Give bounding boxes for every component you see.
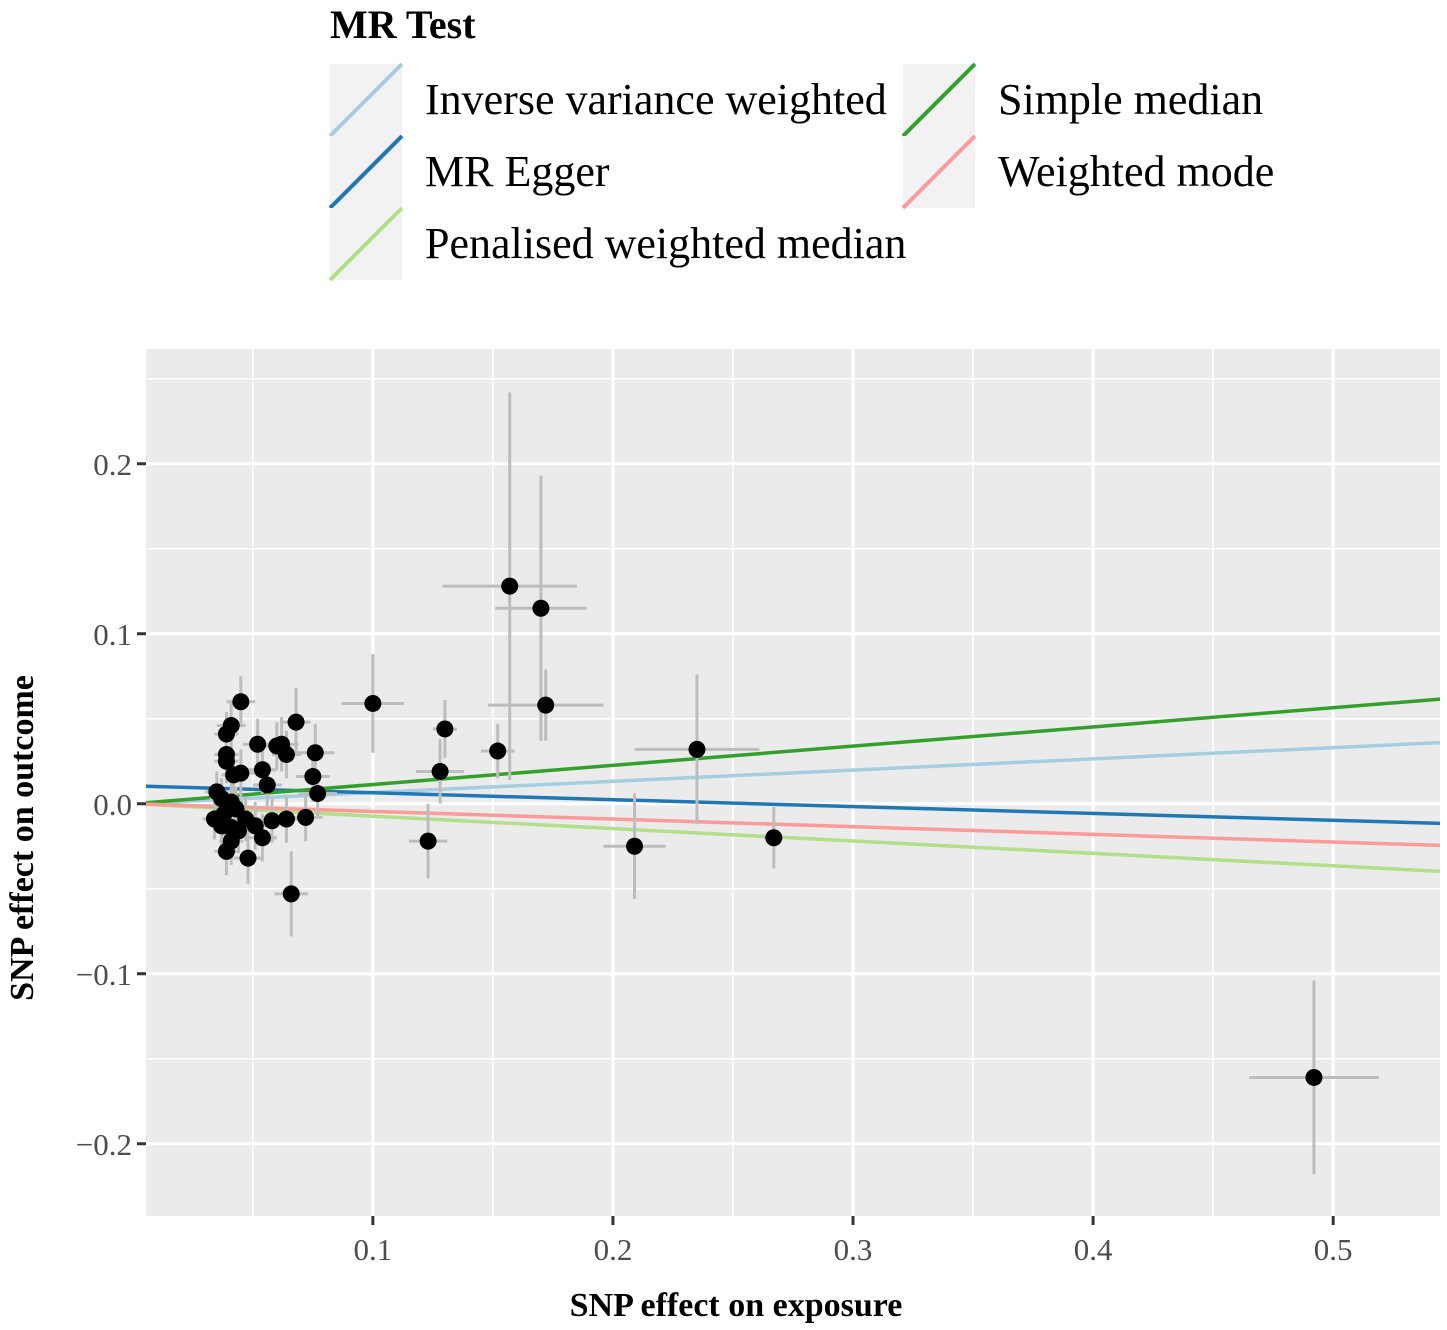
- data-point: [217, 752, 235, 770]
- x-tick-label: 0.3: [834, 1232, 873, 1267]
- legend-entry: Penalised weighted median: [328, 206, 906, 282]
- data-point: [277, 810, 295, 828]
- legend-label: MR Egger: [425, 147, 610, 196]
- data-point: [688, 740, 706, 758]
- legend-entry: Simple median: [901, 62, 1263, 138]
- legend-key-line: [328, 134, 404, 210]
- axes: 0.1 0.2 0.3 0.4 0.5 −0.2 −0.1 0.0 0.1 0.2: [76, 447, 1353, 1267]
- legend-title: MR Test: [330, 2, 476, 47]
- legend-label: Penalised weighted median: [425, 219, 906, 268]
- regression-lines: [145, 697, 1441, 874]
- legend-key-line: [901, 62, 977, 138]
- data-point: [282, 885, 300, 903]
- data-point: [232, 693, 250, 711]
- data-point: [217, 725, 235, 743]
- legend-entry: MR Egger: [328, 134, 610, 210]
- y-tick-label: 0.1: [93, 617, 132, 652]
- data-point: [253, 829, 271, 847]
- line-penalised-weighted-median: [145, 802, 1441, 874]
- x-tick-label: 0.5: [1314, 1232, 1353, 1267]
- x-tick-label: 0.2: [594, 1232, 633, 1267]
- legend-label: Weighted mode: [998, 147, 1274, 196]
- data-point: [501, 577, 519, 595]
- data-point: [263, 812, 281, 830]
- data-point: [253, 761, 271, 779]
- data-point: [436, 720, 454, 738]
- legend-label: Simple median: [998, 75, 1263, 124]
- x-tick-label: 0.1: [353, 1232, 392, 1267]
- data-point: [306, 744, 324, 762]
- legend-label: Inverse variance weighted: [425, 75, 887, 124]
- data-point: [309, 785, 327, 803]
- data-point: [537, 696, 555, 714]
- legend-key-line: [901, 134, 977, 210]
- data-point: [765, 829, 783, 847]
- data-points: [205, 577, 1323, 1086]
- data-point: [626, 837, 644, 855]
- data-point: [258, 776, 276, 794]
- data-point: [297, 808, 315, 826]
- y-tick-label: 0.2: [93, 447, 132, 482]
- line-mr-egger: [145, 784, 1441, 826]
- data-point: [304, 768, 322, 786]
- line-weighted-mode: [145, 802, 1441, 848]
- legend-keys: Inverse variance weighted MR Egger Penalis…: [328, 62, 1274, 282]
- data-point: [287, 713, 305, 731]
- data-point: [489, 742, 507, 760]
- legend-key-line: [328, 206, 404, 282]
- grid: [146, 349, 1440, 1216]
- legend-entry: Inverse variance weighted: [328, 62, 887, 138]
- plot-panel: [146, 349, 1440, 1216]
- y-axis-title: SNP effect on outcome: [4, 675, 41, 1001]
- legend-entry: Weighted mode: [901, 134, 1274, 210]
- data-point: [217, 842, 235, 860]
- data-point: [419, 832, 437, 850]
- legend: MR Test Inverse variance weighted MR Egge…: [328, 2, 1274, 282]
- data-point: [431, 762, 449, 780]
- y-tick-label: 0.0: [93, 787, 132, 822]
- data-point: [532, 599, 550, 617]
- y-tick-label: −0.2: [76, 1127, 132, 1162]
- x-tick-label: 0.4: [1074, 1232, 1113, 1267]
- y-tick-label: −0.1: [76, 957, 132, 992]
- x-axis-title: SNP effect on exposure: [570, 1287, 903, 1324]
- data-point: [239, 849, 257, 867]
- line-simple-median: [145, 697, 1441, 805]
- data-point: [277, 745, 295, 763]
- data-point: [1305, 1068, 1323, 1086]
- data-point: [225, 766, 243, 784]
- legend-key-line: [328, 62, 404, 138]
- data-point: [364, 694, 382, 712]
- data-point: [249, 735, 267, 753]
